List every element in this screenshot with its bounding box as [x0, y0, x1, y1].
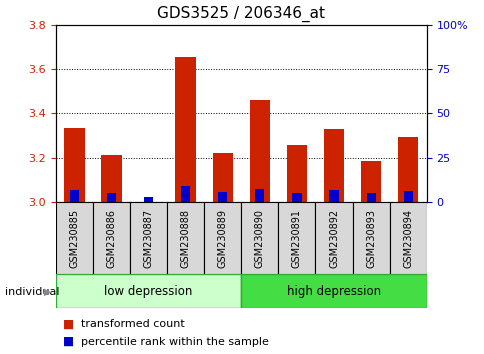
- Text: GSM230888: GSM230888: [180, 209, 190, 268]
- Text: GSM230889: GSM230889: [217, 209, 227, 268]
- FancyBboxPatch shape: [56, 202, 93, 274]
- Bar: [218, 192, 227, 202]
- Text: GSM230891: GSM230891: [291, 209, 302, 268]
- FancyBboxPatch shape: [241, 274, 426, 308]
- Bar: [286, 145, 306, 202]
- Bar: [64, 128, 84, 202]
- Bar: [366, 193, 375, 202]
- Bar: [212, 153, 232, 202]
- FancyBboxPatch shape: [241, 202, 278, 274]
- Text: low depression: low depression: [104, 285, 192, 298]
- FancyBboxPatch shape: [352, 202, 389, 274]
- Bar: [323, 129, 344, 202]
- Bar: [403, 191, 412, 202]
- Text: GSM230886: GSM230886: [106, 209, 116, 268]
- Text: GSM230894: GSM230894: [402, 209, 412, 268]
- Text: transformed count: transformed count: [81, 319, 185, 329]
- FancyBboxPatch shape: [389, 202, 426, 274]
- FancyBboxPatch shape: [278, 202, 315, 274]
- Bar: [101, 155, 121, 202]
- Text: ▶: ▶: [44, 287, 51, 297]
- Bar: [249, 100, 270, 202]
- FancyBboxPatch shape: [204, 202, 241, 274]
- Text: GSM230885: GSM230885: [69, 209, 79, 268]
- Bar: [175, 57, 196, 202]
- Text: high depression: high depression: [287, 285, 380, 298]
- FancyBboxPatch shape: [130, 202, 166, 274]
- Text: individual: individual: [5, 287, 59, 297]
- Bar: [181, 186, 190, 202]
- FancyBboxPatch shape: [315, 202, 352, 274]
- Bar: [255, 188, 264, 202]
- FancyBboxPatch shape: [93, 202, 130, 274]
- Text: percentile rank within the sample: percentile rank within the sample: [81, 337, 269, 347]
- Text: ■: ■: [63, 318, 74, 330]
- Title: GDS3525 / 206346_at: GDS3525 / 206346_at: [157, 6, 325, 22]
- Text: GSM230887: GSM230887: [143, 209, 153, 268]
- Bar: [144, 197, 153, 202]
- Bar: [70, 190, 79, 202]
- Bar: [292, 193, 301, 202]
- Bar: [329, 190, 338, 202]
- FancyBboxPatch shape: [166, 202, 204, 274]
- Text: ■: ■: [63, 335, 74, 348]
- Bar: [360, 161, 380, 202]
- Text: GSM230890: GSM230890: [254, 209, 264, 268]
- Text: GSM230892: GSM230892: [328, 209, 338, 268]
- Bar: [397, 137, 418, 202]
- Bar: [106, 193, 116, 202]
- Text: GSM230893: GSM230893: [365, 209, 376, 268]
- FancyBboxPatch shape: [56, 274, 241, 308]
